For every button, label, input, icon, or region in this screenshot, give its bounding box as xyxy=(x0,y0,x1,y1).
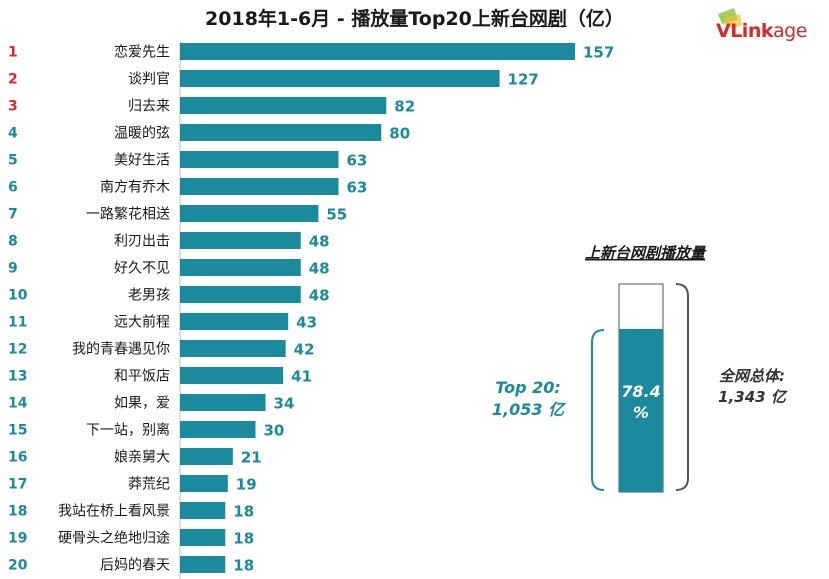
category-label: 老男孩 xyxy=(128,288,170,304)
category-label: 恋爱先生 xyxy=(114,44,170,61)
category-label: 一路繁花相送 xyxy=(86,207,170,223)
top20-brace xyxy=(591,329,605,491)
bar xyxy=(180,232,301,249)
rank-label: 13 xyxy=(8,369,27,385)
bar xyxy=(180,556,226,573)
value-label: 48 xyxy=(309,260,330,278)
rank-label: 20 xyxy=(8,558,28,574)
value-label: 18 xyxy=(233,557,254,575)
rank-label: 18 xyxy=(8,504,27,520)
value-label: 80 xyxy=(389,125,410,143)
value-label: 48 xyxy=(309,233,330,251)
bar xyxy=(180,97,387,114)
rank-label: 19 xyxy=(8,531,27,547)
category-label: 娘亲舅大 xyxy=(114,450,170,466)
bar xyxy=(180,313,289,330)
rank-label: 10 xyxy=(8,288,28,304)
total-value: 1,343 亿 xyxy=(718,388,788,406)
bar xyxy=(180,259,301,276)
value-label: 127 xyxy=(508,71,539,89)
bar xyxy=(180,394,266,411)
value-label: 21 xyxy=(241,449,262,467)
rank-label: 12 xyxy=(8,342,27,358)
bar xyxy=(180,340,286,357)
bar xyxy=(180,475,228,492)
category-label: 硬骨头之绝地归途 xyxy=(58,530,170,547)
value-label: 63 xyxy=(347,152,368,170)
rank-label: 14 xyxy=(8,396,28,412)
bar xyxy=(180,421,256,438)
summary-title: 上新台网剧播放量 xyxy=(585,244,707,262)
category-label: 好久不见 xyxy=(114,261,170,277)
value-label: 82 xyxy=(394,98,415,116)
value-label: 30 xyxy=(263,422,284,440)
value-label: 63 xyxy=(347,179,368,197)
bar xyxy=(180,124,382,141)
bar xyxy=(180,529,226,546)
bar xyxy=(180,502,226,519)
category-label: 和平饭店 xyxy=(114,369,170,385)
value-label: 34 xyxy=(274,395,295,413)
share-percent-sign: % xyxy=(633,403,649,422)
category-label: 我站在桥上看风景 xyxy=(58,504,170,520)
top20-share-bar xyxy=(619,328,663,492)
bar xyxy=(180,448,233,465)
rank-label: 5 xyxy=(8,153,18,169)
rank-label: 7 xyxy=(8,207,18,223)
value-label: 43 xyxy=(296,314,317,332)
bar xyxy=(180,43,575,60)
category-label: 莽荒纪 xyxy=(128,477,170,493)
value-label: 41 xyxy=(291,368,312,386)
category-label: 利刃出击 xyxy=(114,234,170,250)
category-label: 南方有乔木 xyxy=(100,180,170,196)
bar xyxy=(180,151,339,168)
share-percent: 78.4 xyxy=(621,382,660,401)
category-label: 下一站，别离 xyxy=(86,422,170,439)
category-label: 归去来 xyxy=(128,98,170,115)
value-label: 48 xyxy=(309,287,330,305)
rank-label: 2 xyxy=(8,72,18,88)
rank-label: 9 xyxy=(8,261,18,277)
rank-label: 3 xyxy=(8,99,18,115)
total-brace xyxy=(675,283,689,491)
rank-label: 1 xyxy=(8,45,18,61)
top20-value: 1,053 亿 xyxy=(492,400,567,419)
value-label: 18 xyxy=(233,503,254,521)
value-label: 157 xyxy=(583,44,614,62)
category-label: 美好生活 xyxy=(114,153,170,169)
total-label: 全网总体: xyxy=(719,367,785,385)
value-label: 18 xyxy=(233,530,254,548)
rank-label: 4 xyxy=(8,126,18,142)
rank-label: 17 xyxy=(8,477,27,493)
bar xyxy=(180,70,500,87)
bar xyxy=(180,205,319,222)
vlinkage-logo: VLinkage xyxy=(712,6,827,46)
value-label: 42 xyxy=(294,341,315,359)
bar xyxy=(180,367,284,384)
value-label: 19 xyxy=(236,476,257,494)
bar xyxy=(180,286,301,303)
rank-label: 8 xyxy=(8,234,18,250)
rank-label: 15 xyxy=(8,423,27,439)
category-label: 后妈的春天 xyxy=(100,558,170,574)
top20-label: Top 20: xyxy=(495,378,561,397)
category-label: 温暖的弦 xyxy=(114,126,170,142)
category-label: 我的青春遇见你 xyxy=(72,342,170,358)
chart-title: 2018年1-6月 - 播放量Top20上新台网剧（亿） xyxy=(205,8,624,30)
rank-label: 16 xyxy=(8,450,27,466)
value-label: 55 xyxy=(326,206,347,224)
rank-label: 11 xyxy=(8,315,27,331)
rank-label: 6 xyxy=(8,180,18,196)
bar xyxy=(180,178,339,195)
category-label: 远大前程 xyxy=(114,314,170,331)
category-label: 如果，爱 xyxy=(114,396,170,412)
category-label: 谈判官 xyxy=(128,72,170,88)
